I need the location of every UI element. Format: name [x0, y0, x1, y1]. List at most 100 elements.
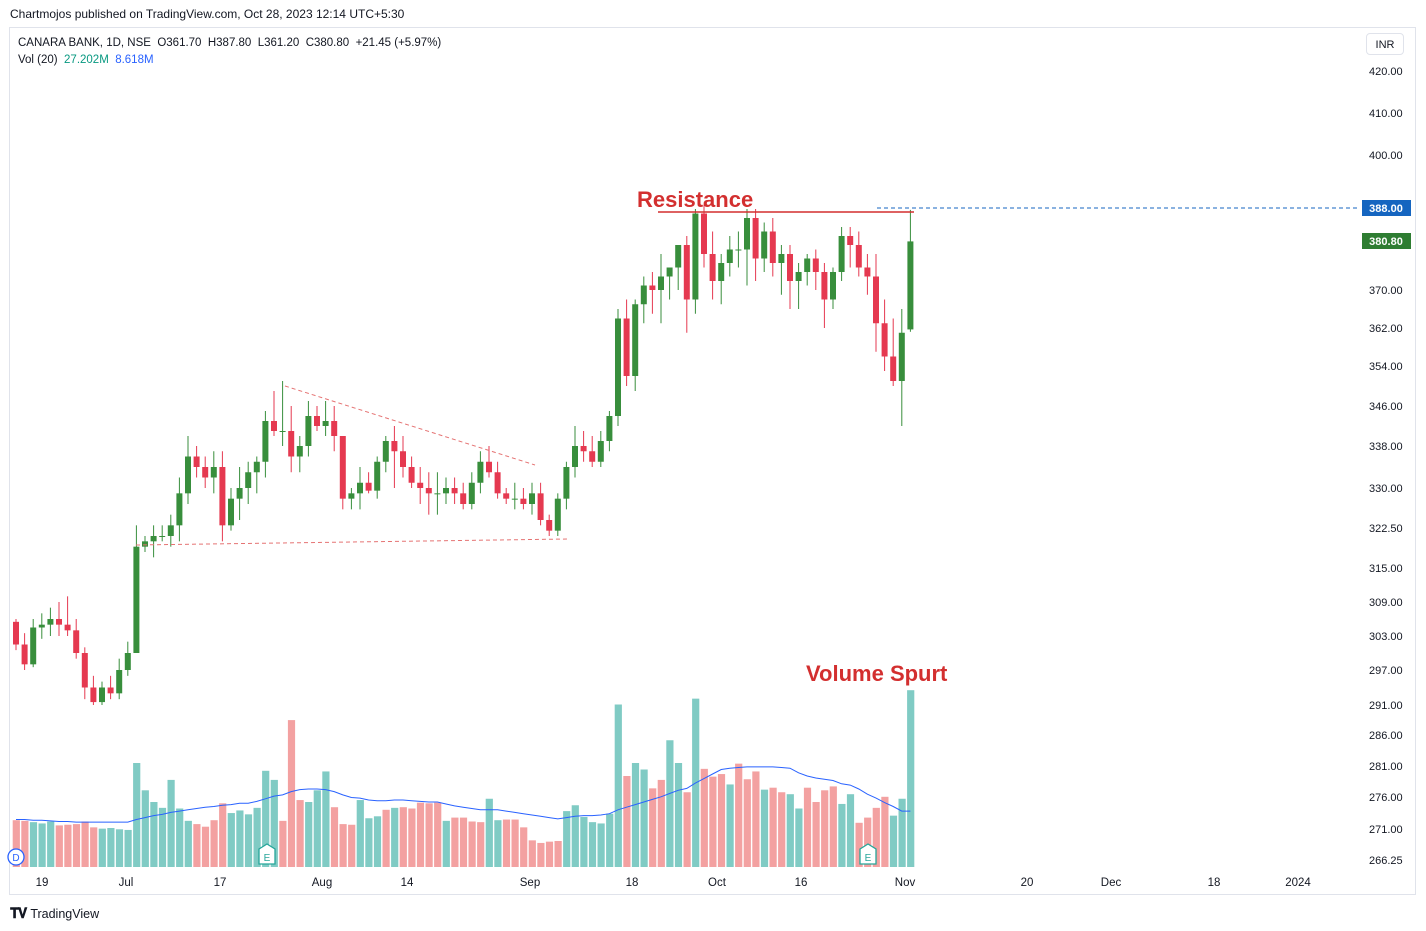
tradingview-logo-icon: 𝐓𝐕 [10, 905, 27, 921]
candle [830, 267, 836, 309]
candle [116, 658, 123, 700]
volume-bar [313, 790, 321, 867]
volume-bar [296, 800, 304, 867]
candle [443, 477, 449, 504]
time-tick-label: 20 [1021, 877, 1034, 889]
symbol-label[interactable]: CANARA BANK, 1D, NSE [18, 37, 151, 49]
currency-button[interactable]: INR [1366, 33, 1404, 55]
volume-bar [305, 802, 313, 867]
dividend-marker-label: D [12, 853, 19, 864]
candle [589, 436, 596, 467]
price-tick-label: 276.00 [1369, 792, 1403, 804]
open-value: O361.70 [157, 37, 202, 49]
candle [477, 451, 484, 494]
earnings-marker[interactable]: E [258, 843, 276, 865]
earnings-marker[interactable]: E [859, 843, 877, 865]
candle [503, 488, 510, 504]
volume-bar [339, 824, 347, 867]
price-tick-label: 370.00 [1369, 285, 1403, 297]
volume-bar [907, 690, 915, 867]
volume-bar [158, 807, 167, 867]
volume-bar [201, 826, 210, 867]
time-tick-label: 17 [214, 877, 227, 889]
volume-bar [356, 800, 364, 867]
candle [683, 236, 690, 333]
time-tick-label: 19 [36, 877, 49, 889]
candle [632, 299, 639, 391]
volume-bar [520, 827, 528, 867]
candle [675, 245, 682, 290]
volume-bar [838, 803, 846, 867]
volume-bar [38, 823, 46, 867]
candle [546, 514, 553, 536]
candle [202, 456, 209, 488]
candle [193, 446, 200, 478]
volume-bar [588, 822, 597, 867]
volume-bar [330, 807, 339, 867]
volume-bar [176, 808, 184, 867]
price-tick-label: 410.00 [1369, 108, 1403, 120]
candle [520, 488, 527, 510]
candle [537, 482, 544, 526]
volume-bar [416, 802, 425, 867]
candle [864, 254, 871, 295]
price-tick-label: 400.00 [1369, 150, 1403, 162]
volume-bar [769, 787, 777, 867]
candle [400, 436, 406, 478]
volume-bar [563, 811, 571, 867]
candle [90, 675, 97, 705]
time-tick-label: Aug [312, 877, 332, 889]
price-tick-label: 286.00 [1369, 730, 1403, 742]
time-axis: 19 Jul 17 Aug 14 Sep 18 Oct 16 Nov 20 Dec 18 2024 [36, 877, 1312, 889]
time-tick-label: Oct [708, 877, 727, 889]
volume-bar [236, 810, 244, 867]
last-price-tag: 380.80 [1362, 233, 1411, 249]
time-tick-label: 2024 [1285, 877, 1311, 889]
candle [408, 456, 415, 488]
volume-label[interactable]: Vol (20) [18, 54, 58, 66]
time-tick-label: 18 [626, 877, 639, 889]
support-trendline [135, 538, 569, 546]
volume-bar [81, 821, 89, 867]
volume-bar [606, 813, 614, 867]
candle [640, 276, 647, 324]
volume-bar [735, 763, 743, 867]
volume-bar [726, 784, 734, 867]
volume-bar [262, 770, 270, 867]
volume-bar [821, 790, 829, 867]
price-tick-label: 271.00 [1369, 824, 1403, 836]
volume-bar [872, 807, 880, 867]
volume-bar [425, 803, 433, 867]
volume-bar [29, 822, 38, 867]
volume-bar [554, 841, 562, 867]
candle [219, 451, 226, 542]
chart-frame [9, 27, 1416, 895]
volume-bar [528, 840, 536, 867]
volume-bar [700, 768, 708, 867]
last-price-tag-text: 380.80 [1369, 236, 1403, 248]
candle [253, 456, 260, 494]
volume-bar [477, 822, 485, 867]
candle [305, 401, 312, 457]
change-value: +21.45 (+5.97%) [355, 37, 442, 49]
candle [331, 406, 338, 452]
volume-bar [72, 824, 81, 867]
volume-bar [666, 740, 674, 867]
price-tick-label: 309.00 [1369, 597, 1403, 609]
candle [107, 675, 114, 700]
candle [726, 236, 733, 277]
volume-bar [649, 788, 657, 867]
price-tick-label: 315.00 [1369, 563, 1403, 575]
volume-bar [614, 704, 622, 867]
volume-bar [408, 808, 416, 867]
volume-bar [829, 786, 837, 867]
price-axis: 420.00 410.00 400.00 370.00 362.00 354.00 346.… [1369, 66, 1403, 867]
volume-bar [881, 796, 889, 867]
footer-branding: 𝐓𝐕 TradingView [10, 905, 99, 922]
volume-bar [631, 763, 640, 867]
volume-bar [855, 822, 863, 867]
candles [13, 204, 914, 705]
dividend-marker[interactable]: D [7, 848, 25, 866]
volume-bar [124, 829, 132, 867]
